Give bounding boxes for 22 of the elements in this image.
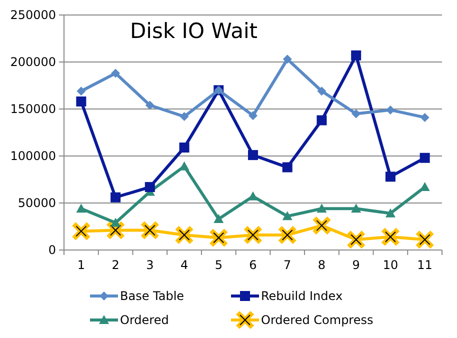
legend-label: Ordered Compress [261,313,374,328]
x-tick-label: 10 [382,258,398,272]
x-tick-label: 3 [146,258,154,272]
legend-label: Rebuild Index [261,289,343,304]
x-tick-label: 1 [77,258,85,272]
legend-label: Base Table [120,289,184,304]
y-tick-label: 100000 [10,149,56,164]
y-tick-label: 0 [48,243,56,258]
x-tick-label: 5 [214,258,222,272]
chart-title: Disk IO Wait [130,19,258,43]
x-tick-label: 8 [318,258,326,272]
y-tick-label: 250000 [10,8,56,22]
x-tick-label: 9 [352,258,360,272]
x-tick-label: 7 [284,258,292,272]
legend-label: Ordered [120,313,169,328]
x-tick-label: 4 [180,258,188,272]
x-tick-label: 2 [112,258,120,272]
y-tick-label: 50000 [18,196,56,210]
x-tick-label: 11 [417,258,432,272]
y-tick-label: 150000 [10,102,56,116]
y-tick-label: 200000 [10,55,56,70]
x-tick-label: 6 [249,258,257,272]
